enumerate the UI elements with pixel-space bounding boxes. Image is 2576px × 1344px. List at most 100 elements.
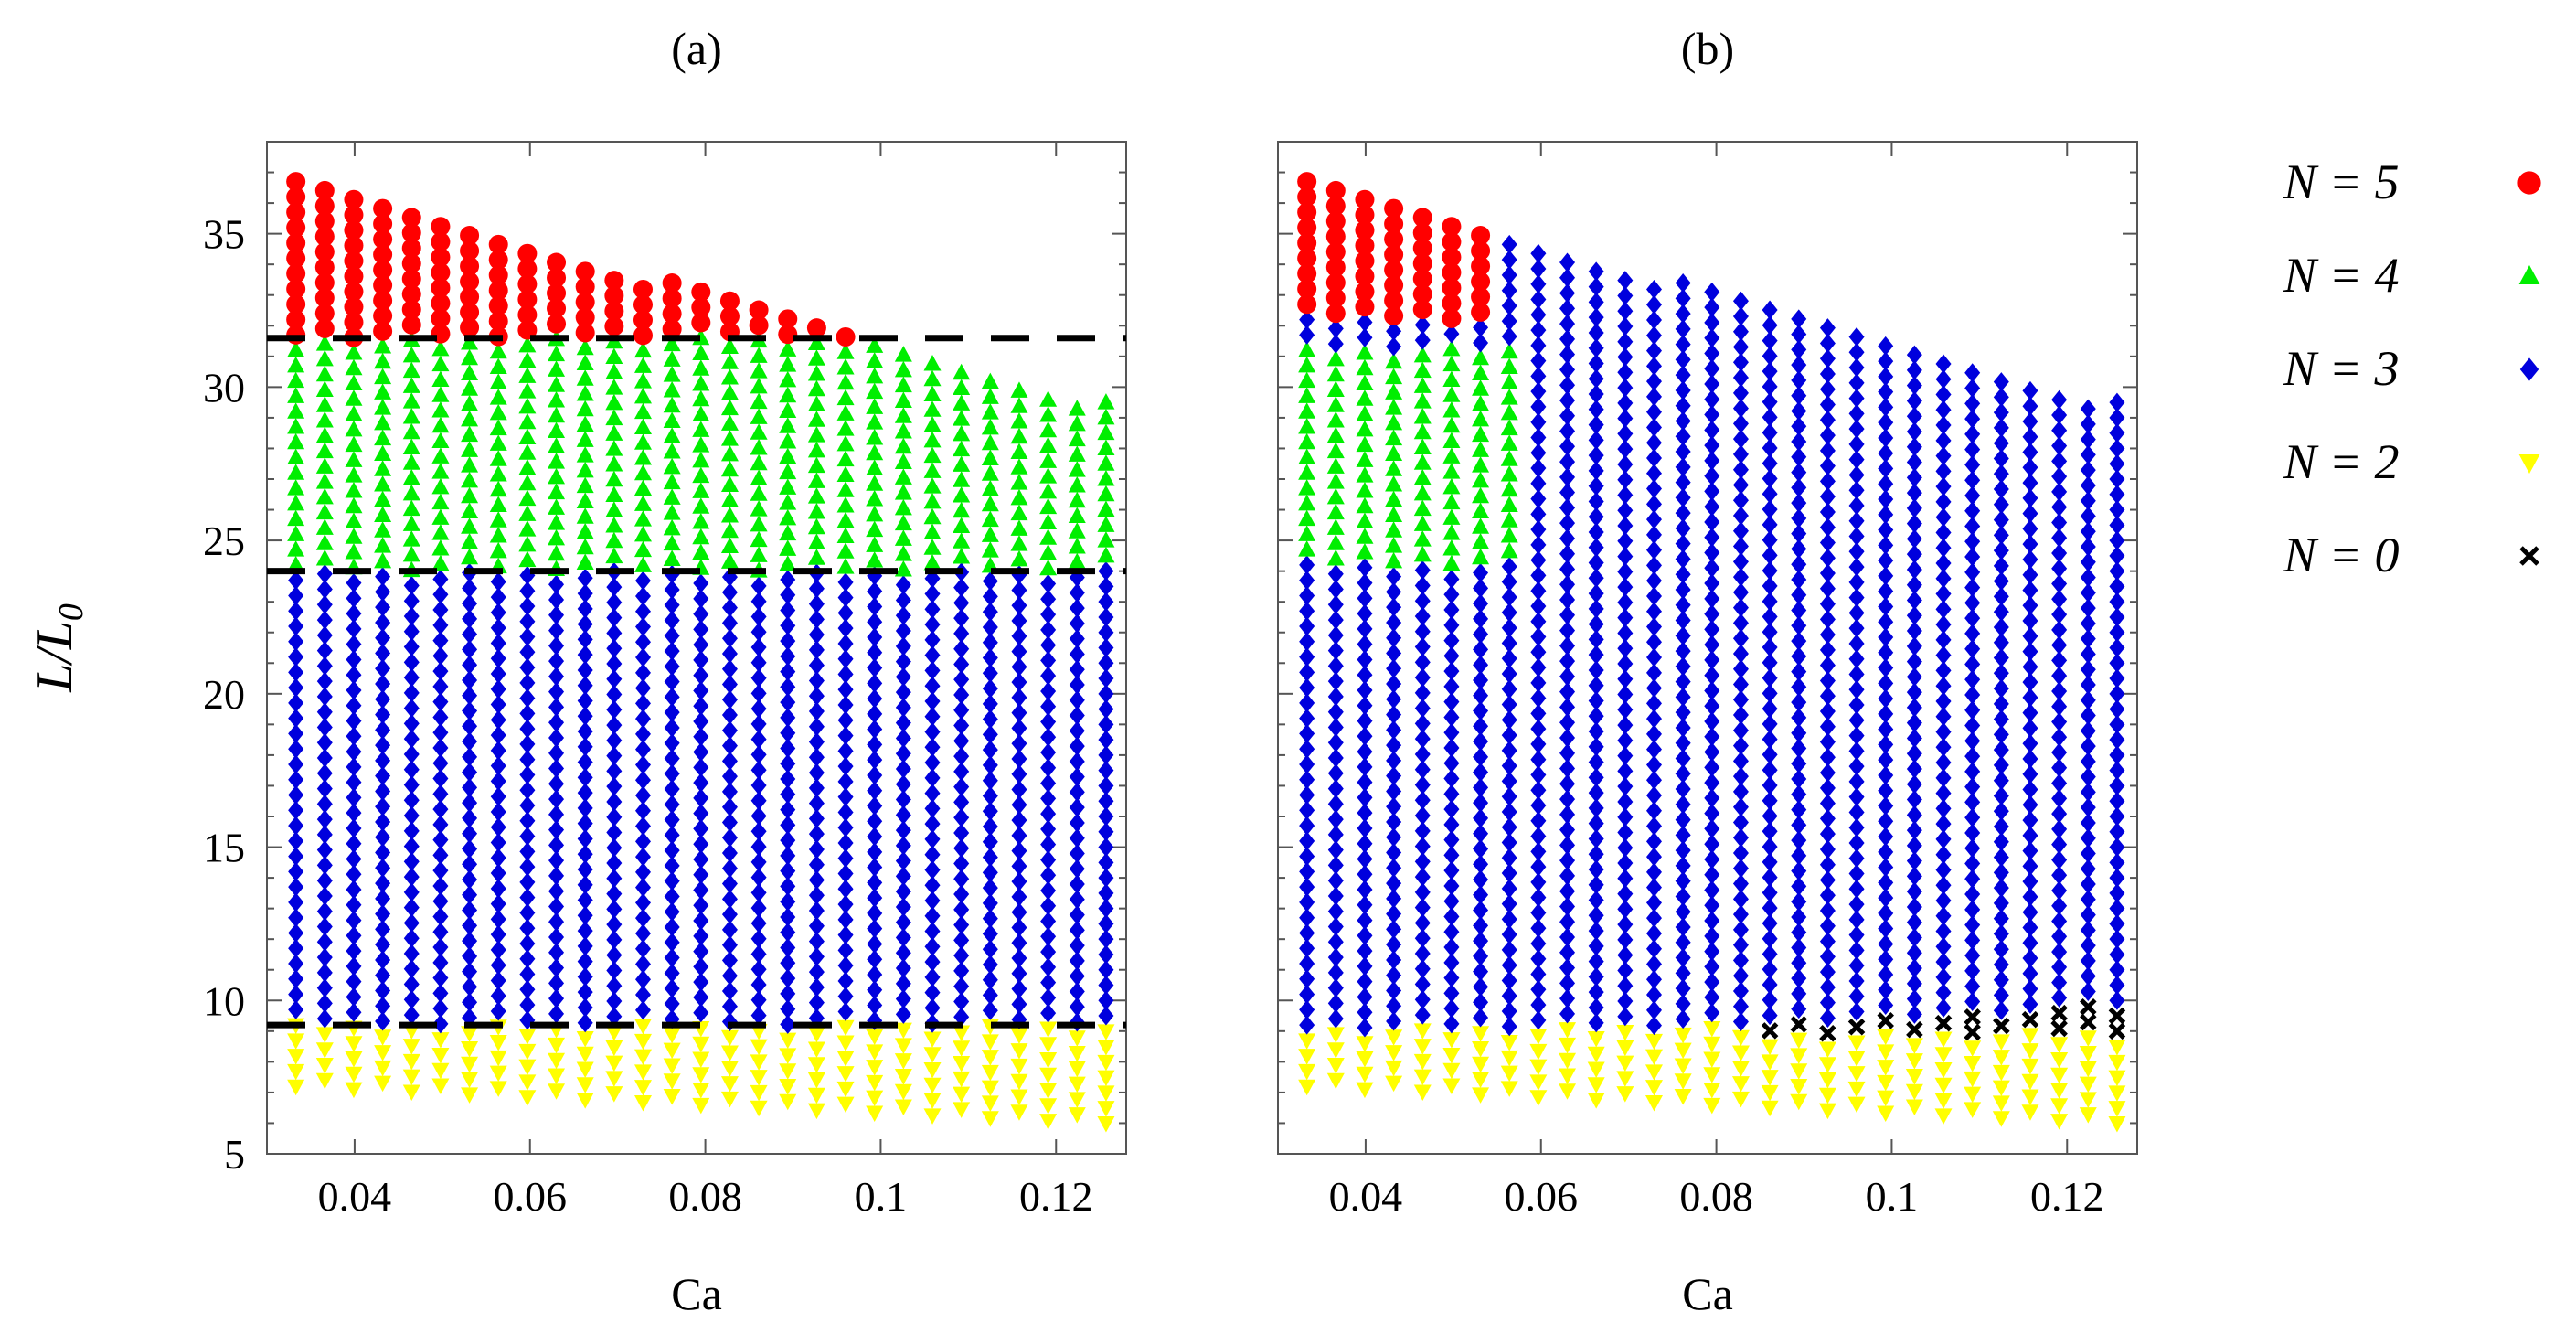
data-point-n2	[663, 1089, 681, 1105]
data-point-n2	[287, 1063, 305, 1081]
data-point-n3	[1645, 464, 1662, 484]
data-point-n4	[1413, 422, 1432, 440]
data-point-n3	[1732, 675, 1749, 695]
data-point-n3	[1501, 326, 1517, 347]
data-point-n3	[432, 1014, 449, 1034]
data-point-n3	[1559, 973, 1576, 993]
data-point-n4	[779, 478, 797, 495]
data-point-n3	[750, 791, 767, 811]
data-point-n3	[1935, 722, 1952, 742]
data-point-n3	[548, 773, 565, 794]
data-point-n3	[867, 965, 883, 985]
data-point-n2	[981, 1034, 999, 1051]
data-point-n3	[1588, 891, 1604, 911]
data-point-n3	[895, 805, 911, 825]
data-point-n3	[1645, 785, 1662, 805]
data-point-n3	[1848, 817, 1865, 837]
data-point-n4	[1356, 543, 1374, 560]
data-point-n4	[315, 503, 334, 520]
data-point-n3	[1617, 654, 1634, 674]
data-point-n3	[1299, 831, 1315, 851]
data-point-n3	[1819, 364, 1836, 384]
data-point-n5	[1412, 253, 1432, 273]
data-point-n4	[779, 386, 797, 403]
data-point-n3	[1473, 763, 1489, 783]
data-point-n3	[867, 643, 883, 663]
data-point-n3	[2109, 638, 2125, 657]
data-point-n4	[1442, 386, 1461, 402]
data-point-n3	[462, 670, 478, 690]
data-point-n3	[1819, 1008, 1836, 1028]
data-point-n4	[1413, 407, 1432, 424]
data-point-n3	[1848, 618, 1865, 638]
data-point-n3	[316, 717, 333, 737]
data-point-n2	[605, 1071, 623, 1087]
data-point-n3	[1386, 628, 1402, 648]
data-point-n3	[548, 927, 565, 947]
data-point-n3	[1791, 508, 1807, 528]
data-point-n3	[1501, 725, 1517, 745]
data-point-n4	[1039, 390, 1058, 407]
data-point-n4	[431, 524, 450, 540]
data-point-n2	[1010, 1089, 1028, 1105]
data-point-n3	[2080, 568, 2096, 588]
data-point-n3	[1530, 949, 1547, 969]
data-point-n5	[314, 288, 335, 308]
data-point-n3	[808, 824, 825, 844]
data-point-n3	[1762, 346, 1778, 366]
data-point-n3	[1559, 712, 1576, 732]
data-point-n4	[1442, 355, 1461, 372]
data-point-n4	[807, 502, 825, 519]
data-point-n3	[548, 651, 565, 671]
data-point-n3	[1069, 706, 1085, 726]
data-point-n4	[1413, 484, 1432, 501]
data-point-n3	[2051, 742, 2068, 763]
data-point-n3	[1588, 599, 1604, 619]
data-point-n3	[2022, 595, 2038, 615]
data-point-n3	[1443, 769, 1460, 789]
y-tick-label: 30	[203, 364, 245, 411]
data-point-n3	[490, 909, 506, 929]
data-point-n3	[606, 914, 623, 934]
data-point-n3	[1906, 790, 1922, 810]
data-point-n4	[431, 477, 450, 495]
data-point-n5	[1325, 288, 1346, 308]
data-point-n3	[1299, 847, 1315, 867]
data-point-n3	[548, 835, 565, 855]
data-point-n3	[1791, 493, 1807, 513]
data-point-n3	[288, 999, 304, 1019]
data-point-n3	[1501, 281, 1517, 301]
data-point-n3	[2109, 837, 2125, 858]
data-point-n4	[692, 359, 710, 376]
data-point-n3	[1501, 786, 1517, 806]
data-point-n3	[606, 715, 623, 735]
data-point-n3	[1473, 686, 1489, 706]
data-point-n3	[780, 692, 796, 712]
data-point-n3	[1762, 913, 1778, 933]
data-point-n0	[2021, 1010, 2039, 1029]
data-point-n4	[431, 370, 450, 387]
data-point-n3	[1704, 328, 1720, 348]
data-point-n5	[344, 312, 364, 332]
data-point-n3	[895, 591, 911, 611]
data-point-n2	[1761, 1100, 1779, 1117]
data-point-n3	[2022, 457, 2038, 477]
data-point-n3	[462, 915, 478, 935]
data-point-n2	[1442, 1078, 1461, 1095]
data-point-n3	[1473, 793, 1489, 813]
data-point-n5	[662, 273, 682, 293]
data-point-n3	[1414, 729, 1431, 749]
data-point-n3	[780, 1014, 796, 1034]
data-point-n3	[1617, 378, 1634, 398]
data-point-n3	[1935, 446, 1952, 466]
data-point-n3	[1617, 332, 1634, 352]
data-point-n3	[1530, 780, 1547, 800]
data-point-n4	[576, 522, 594, 539]
data-point-n3	[1791, 477, 1807, 497]
data-point-n3	[1559, 697, 1576, 717]
data-point-n3	[519, 734, 536, 754]
data-point-n3	[1675, 749, 1691, 769]
data-point-n3	[1645, 494, 1662, 514]
data-point-n4	[315, 365, 334, 382]
data-point-n3	[1588, 982, 1604, 1002]
